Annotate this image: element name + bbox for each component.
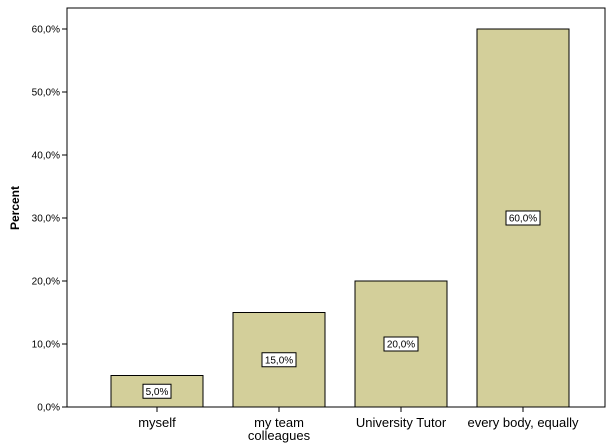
x-tick-label: every body, equally [467, 415, 579, 430]
data-label: 20,0% [387, 340, 415, 351]
y-tick-label: 60,0% [32, 25, 60, 36]
plot-border [66, 7, 606, 408]
y-tick-label: 0,0% [37, 403, 60, 414]
data-label-box [505, 210, 541, 226]
data-label-box [383, 336, 419, 352]
y-tick-label: 40,0% [32, 151, 60, 162]
bars: 5,0% 15,0% 20,0% 60,0% [110, 28, 570, 408]
y-axis-label: Percent [8, 186, 22, 230]
x-axis: myself my team colleagues University Tutor e… [138, 407, 579, 443]
data-label: 5,0% [146, 387, 169, 398]
y-tick-label: 30,0% [32, 214, 60, 225]
y-axis: 0,0% 10,0% 20,0% 30,0% 40,0% 50,0% 60,0% [32, 25, 67, 414]
x-tick-label: my team colleagues [248, 415, 311, 443]
x-tick-label: myself [138, 415, 176, 430]
y-tick-label: 20,0% [32, 277, 60, 288]
data-label-box [261, 352, 297, 368]
plot-frame [66, 7, 606, 408]
y-tick-label: 10,0% [32, 340, 60, 351]
y-tick-label: 50,0% [32, 88, 60, 99]
data-label-box [142, 383, 172, 399]
x-tick-label: University Tutor [356, 415, 447, 430]
data-label: 15,0% [265, 355, 293, 366]
data-label: 60,0% [509, 214, 537, 225]
